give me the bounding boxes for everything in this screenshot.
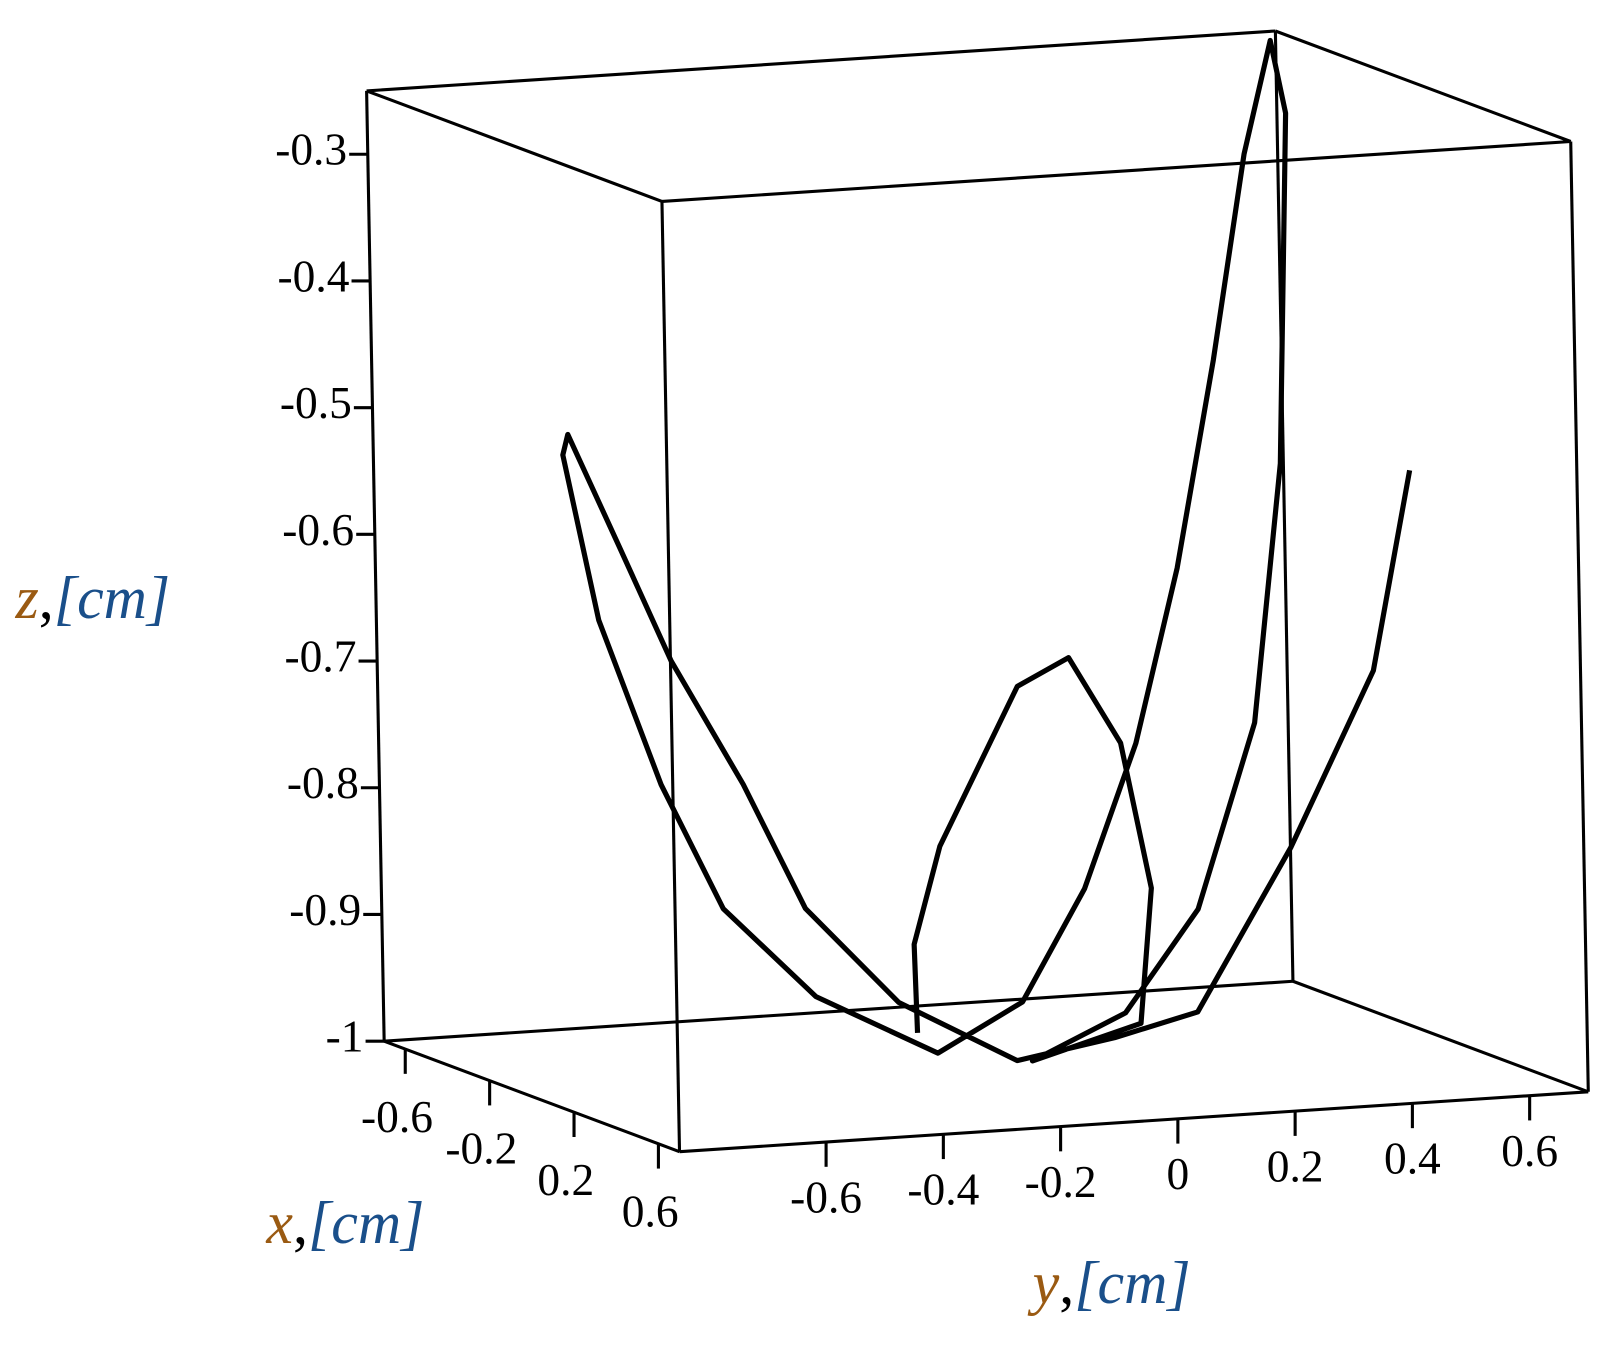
z-axis-label: z,[cm] [14,565,170,631]
x-axis-label: x,[cm] [265,1190,424,1256]
z-tick-label: -0.8 [287,758,359,808]
y-axis-label: y,[cm] [1028,1250,1191,1316]
x-tick-label: 0.2 [537,1155,594,1205]
box-edge [366,89,663,203]
box-edge [384,979,1294,1043]
z-tick-label: -0.6 [282,505,354,555]
axis-name: y [1028,1250,1060,1316]
axis-separator: , [1059,1250,1074,1316]
z-tick-label: -0.7 [285,631,357,681]
x-tick-label: -0.6 [361,1092,433,1142]
box-edge [1569,141,1590,1092]
box-edge [383,1039,681,1154]
box-edge [679,1090,1589,1154]
x-tick-label: 0.6 [622,1187,679,1237]
y-tick-label: 0 [1167,1149,1190,1199]
box-edge [365,90,386,1042]
box-edge [660,201,682,1152]
axis-unit: [cm] [54,565,170,631]
axis-unit: [cm] [1074,1250,1190,1316]
box-edge [1274,29,1572,143]
y-tick-label: -0.4 [907,1165,979,1215]
box-edge [661,139,1571,203]
z-tick-label: -0.3 [275,125,347,175]
axis-unit: [cm] [308,1190,424,1256]
z-tick-label: -1 [326,1012,364,1062]
y-tick-label: 0.6 [1501,1126,1558,1176]
axis-separator: , [293,1190,308,1256]
axis-separator: , [39,565,54,631]
y-tick-label: 0.4 [1384,1134,1441,1184]
curve [560,37,1413,1064]
box-edge [366,29,1276,93]
y-tick-label: 0.2 [1267,1141,1324,1191]
z-tick-label: -0.5 [280,378,352,428]
y-tick-label: -0.2 [1025,1157,1097,1207]
x-tick-label: -0.2 [445,1123,517,1173]
z-tick-label: -0.9 [289,885,361,935]
y-tick-label: -0.6 [790,1172,862,1222]
z-tick-label: -0.4 [278,251,350,301]
axis-name: x [265,1190,293,1256]
box-edge [1273,30,1295,982]
box-edge [1292,979,1589,1094]
axis-name: z [14,565,38,631]
